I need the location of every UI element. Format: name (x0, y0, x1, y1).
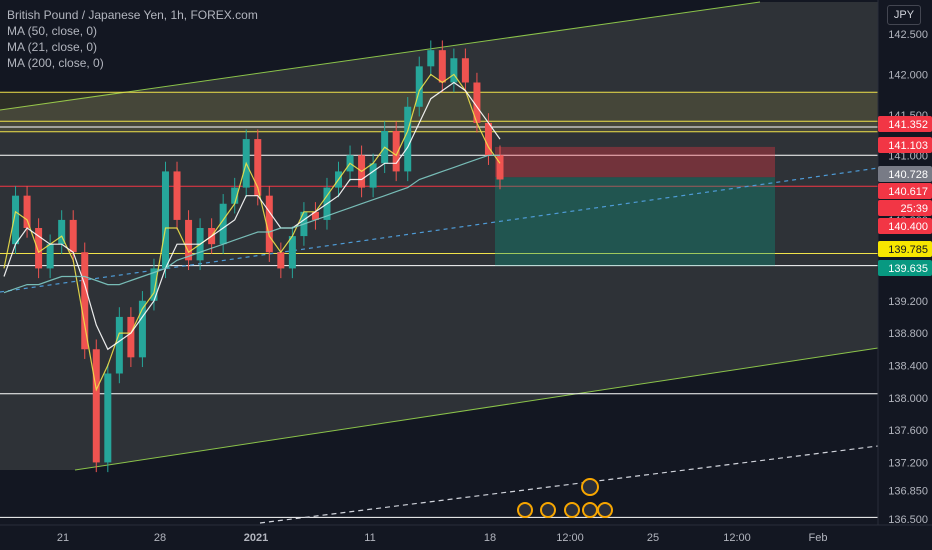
stop-loss-zone (495, 146, 775, 178)
candle-body-6 (69, 219, 77, 253)
candle-body-40 (461, 58, 469, 83)
channel-lower-line (74, 347, 879, 471)
candle-body-9 (104, 373, 112, 463)
candle-body-37 (427, 50, 435, 67)
candle-body-12 (138, 300, 146, 358)
chart-legend: British Pound / Japanese Yen, 1h, FOREX.… (7, 7, 258, 71)
candle-body-36 (415, 66, 423, 107)
candle-body-1 (12, 195, 20, 245)
dashed-trendline-blue (0, 167, 879, 293)
candle-body-24 (277, 252, 285, 269)
y-tick-label: 138.000 (888, 393, 928, 405)
x-tick-label: 12:00 (556, 532, 584, 544)
candle-body-14 (161, 171, 169, 269)
y-tick-label: 142.000 (888, 69, 928, 81)
candle-body-20 (231, 187, 239, 204)
candle-body-10 (115, 316, 123, 374)
y-tick-label: 137.200 (888, 457, 928, 469)
legend-ma200[interactable]: MA (200, close, 0) (7, 56, 104, 70)
candle-body-38 (438, 50, 446, 83)
take-profit-zone (495, 177, 775, 266)
ma-line-2 (3, 81, 501, 351)
x-tick-label: 28 (154, 532, 166, 544)
y-tick-label: 138.800 (888, 328, 928, 340)
candle-body-4 (46, 244, 54, 269)
ma-line-3 (3, 154, 500, 294)
price-label-box (878, 166, 932, 182)
legend-ma21[interactable]: MA (21, close, 0) (7, 40, 98, 54)
price-label-box (878, 137, 932, 153)
y-tick-label: 139.200 (888, 296, 928, 308)
price-label-text: 140.400 (888, 221, 928, 233)
ma-line-1 (3, 73, 501, 392)
legend-ma50[interactable]: MA (50, close, 0) (7, 24, 98, 38)
currency-button[interactable]: JPY (887, 5, 921, 25)
candle-body-34 (392, 131, 400, 172)
price-label-box (878, 116, 932, 132)
candle-body-41 (473, 82, 481, 123)
price-label-text: 141.352 (888, 119, 928, 131)
price-label-box (878, 241, 932, 257)
y-tick-label: 138.400 (888, 360, 928, 372)
candle-body-13 (150, 268, 158, 301)
channel-band (0, 2, 878, 470)
candle-body-23 (265, 195, 273, 253)
candle-body-2 (23, 195, 31, 228)
event-marker-2 (564, 502, 580, 518)
candle-body-43 (496, 155, 504, 180)
price-label-box (878, 260, 932, 276)
x-tick-label: 11 (364, 532, 375, 544)
price-label-text: 25:39 (900, 203, 928, 215)
dashed-trendline-white (259, 445, 879, 524)
x-tick-label: 21 (57, 532, 69, 544)
price-label-box (878, 183, 932, 199)
event-marker-1 (540, 502, 556, 518)
candle-body-8 (92, 349, 100, 463)
x-tick-label: Feb (809, 532, 828, 544)
event-marker-3 (582, 502, 598, 518)
candle-body-7 (81, 252, 89, 350)
candle-body-19 (219, 203, 227, 245)
price-label-text: 139.635 (888, 263, 928, 275)
candle-body-3 (35, 228, 43, 269)
candle-body-25 (288, 236, 296, 269)
candle-body-27 (311, 211, 319, 220)
y-tick-label: 142.500 (888, 29, 928, 41)
candle-body-42 (484, 122, 492, 156)
x-tick-label: 12:00 (723, 532, 751, 544)
candle-body-16 (185, 219, 193, 261)
price-label-text: 140.728 (888, 169, 928, 181)
resistance-zone (0, 92, 878, 132)
y-tick-label: 136.850 (888, 486, 928, 498)
candle-body-11 (127, 316, 135, 358)
candle-body-5 (58, 219, 66, 245)
price-label-box (878, 200, 932, 216)
candle-body-15 (173, 171, 181, 220)
price-label-text: 139.785 (888, 244, 928, 256)
price-label-text: 140.617 (888, 186, 928, 198)
event-marker-0 (517, 502, 533, 518)
event-marker-4 (597, 502, 613, 518)
y-tick-label: 136.500 (888, 514, 928, 526)
candle-body-22 (254, 139, 262, 196)
x-tick-label: 25 (647, 532, 659, 544)
candle-body-35 (404, 106, 412, 172)
candle-body-32 (369, 163, 377, 188)
x-tick-label: 2021 (244, 532, 268, 544)
candle-body-39 (450, 58, 458, 83)
price-label-box (878, 218, 932, 234)
y-tick-label: 137.600 (888, 425, 928, 437)
event-marker-top (581, 478, 599, 496)
chart-title: British Pound / Japanese Yen, 1h, FOREX.… (7, 8, 258, 22)
y-tick-label: 141.000 (888, 150, 928, 162)
price-label-text: 141.103 (888, 140, 928, 152)
x-tick-label: 18 (484, 532, 496, 544)
